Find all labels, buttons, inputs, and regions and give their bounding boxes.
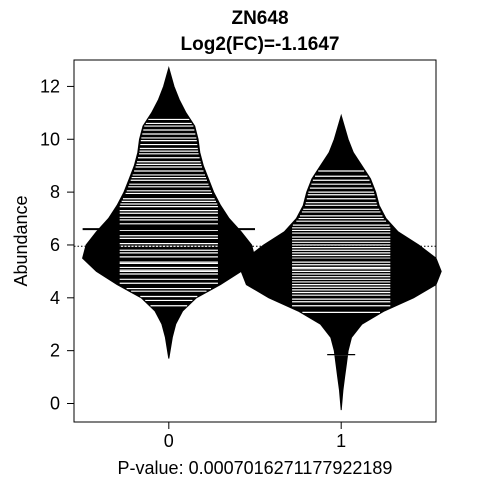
- y-tick-label: 2: [50, 341, 60, 361]
- y-tick-label: 8: [50, 182, 60, 202]
- y-axis-label: Abundance: [11, 195, 31, 286]
- x-tick-label: 1: [336, 431, 346, 451]
- chart-title: ZN648: [231, 8, 288, 29]
- y-tick-label: 12: [40, 76, 60, 96]
- x-axis-label: P-value: 0.000701627117792218​9: [118, 458, 393, 478]
- bean-1: [240, 113, 442, 411]
- y-axis: 0 2 4 6 8 10 12: [40, 76, 74, 414]
- plot-frame: [73, 59, 437, 423]
- y-tick-label: 10: [40, 129, 60, 149]
- y-tick-label: 0: [50, 394, 60, 414]
- y-tick-label: 4: [50, 288, 60, 308]
- beans-layer: [82, 66, 442, 411]
- lines-layer: [74, 228, 436, 356]
- chart-subtitle: Log2(FC)=-1.1647: [181, 34, 340, 55]
- y-tick-label: 6: [50, 235, 60, 255]
- x-tick-label: 0: [164, 431, 174, 451]
